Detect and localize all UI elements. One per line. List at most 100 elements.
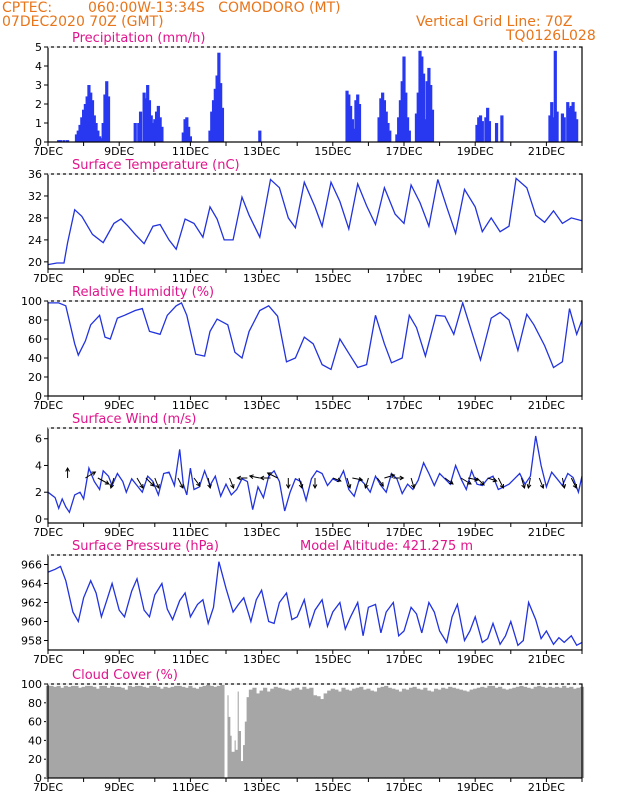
precip-bar [354, 100, 358, 142]
precip-bar [575, 119, 579, 142]
cloud-bar [487, 685, 492, 778]
precip-bar [562, 117, 566, 142]
precip-bar [147, 100, 152, 142]
cloud-bar [206, 684, 211, 778]
cloud-bar [156, 686, 161, 778]
wind-arrow-head [410, 483, 416, 489]
cloud-bar [81, 686, 86, 778]
precip-bar [430, 109, 435, 142]
precip-bar [381, 92, 385, 142]
precip-bar [181, 132, 185, 142]
cloud-bar [515, 686, 520, 778]
x-tick-label: 15DEC [314, 781, 351, 794]
cloud-bar [213, 686, 218, 778]
cloud-bar [558, 687, 563, 778]
wind-arrow-head [149, 482, 155, 487]
wind-arrow-head [65, 466, 70, 472]
wind-arrow [460, 477, 472, 485]
y-tick-label: 3 [35, 79, 42, 92]
precip-bar [573, 111, 577, 142]
cloud-bar [238, 731, 243, 778]
cloud-bar [309, 687, 314, 778]
panel-temp [44, 173, 583, 273]
cloud-bar [77, 687, 83, 778]
y-tick-label: 6 [35, 433, 42, 446]
y-tick-label: 80 [28, 314, 42, 327]
cloud-bar [551, 687, 556, 778]
x-tick-label: 15DEC [314, 653, 351, 666]
cloud-bar [291, 688, 296, 778]
x-tick-label: 11DEC [172, 781, 209, 794]
cloud-bar [312, 695, 318, 778]
panel-cloud [44, 683, 585, 782]
precip-bar [400, 81, 404, 142]
panel-title: Surface Temperature (nC) [72, 158, 240, 173]
cloud-bar [569, 686, 574, 778]
cloud-bar [369, 690, 375, 778]
y-tick-label: 28 [28, 212, 42, 225]
header-date: 07DEC2020 70Z (GMT) [2, 14, 164, 30]
precip-bar [154, 111, 159, 142]
wind-arrow-head [379, 481, 384, 487]
panel-wind [44, 427, 583, 527]
wind-arrow-head [236, 475, 242, 481]
precip-bar [103, 94, 107, 142]
cloud-bar [522, 686, 528, 778]
cloud-bar [519, 685, 524, 778]
wind-arrow [521, 477, 525, 489]
x-tick-label: 9DEC [104, 399, 134, 412]
cloud-bar [106, 687, 111, 778]
wind-arrow-head [539, 483, 545, 489]
cloud-bar [263, 687, 268, 778]
wind-arrow [527, 477, 531, 489]
precip-bar [65, 140, 70, 142]
x-tick-label: 15DEC [314, 145, 351, 158]
precip-bar [345, 90, 349, 142]
precip-bar [384, 111, 388, 142]
cloud-bar [259, 690, 264, 778]
wind-arrow-head [266, 472, 272, 477]
wind-arrow-head [104, 480, 110, 485]
cloud-bar [398, 691, 403, 778]
cloud-bar [562, 685, 567, 778]
precip-bar [386, 123, 390, 142]
y-tick-label: 960 [21, 616, 42, 629]
cloud-bar [127, 685, 132, 778]
cloud-gap [225, 686, 227, 778]
cloud-bar [341, 687, 346, 778]
wind-arrow-head [480, 481, 485, 486]
cloud-bar [505, 689, 510, 778]
x-tick-label: 9DEC [104, 145, 134, 158]
cloud-bar [63, 685, 68, 778]
wind-arrow-head [521, 483, 526, 489]
wind-arrow-head [492, 477, 498, 483]
cloud-bar [99, 685, 104, 778]
cloud-bar [320, 699, 325, 778]
precip-bar [210, 111, 214, 142]
cloud-bar [377, 687, 382, 778]
precip-bar [82, 109, 86, 142]
cloud-bar [248, 689, 253, 778]
cloud-bar [295, 687, 300, 778]
y-tick-label: 20 [28, 256, 42, 269]
cloud-bar [188, 685, 193, 778]
temp-line [47, 177, 583, 266]
y-tick-label: 80 [28, 697, 42, 710]
rh-line [48, 300, 583, 371]
cloud-bar [380, 686, 385, 778]
x-tick-label: 17DEC [385, 526, 422, 539]
precip-bar [57, 140, 61, 142]
precip-bar [213, 88, 217, 142]
x-tick-label: 21DEC [528, 145, 565, 158]
panel-frame [47, 173, 583, 270]
cloud-bar [231, 751, 236, 778]
precip-bar [144, 98, 148, 142]
y-tick-label: 962 [21, 597, 42, 610]
y-tick-label: 100 [21, 678, 42, 691]
wind-arrow-head [196, 481, 201, 487]
cloud-bar [362, 689, 367, 778]
x-tick-label: 13DEC [243, 272, 280, 285]
precip-bar [486, 107, 490, 142]
cloud-bar [159, 688, 164, 778]
precip-bar [414, 113, 419, 142]
